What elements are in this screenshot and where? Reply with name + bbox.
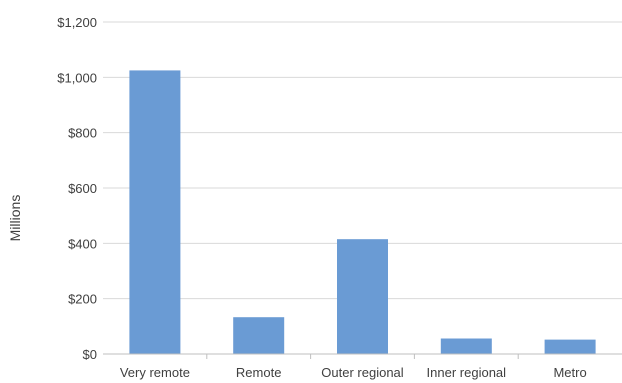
bar-metro [544, 339, 596, 354]
y-tick-label: $1,000 [57, 70, 97, 85]
y-tick-label: $800 [68, 126, 97, 141]
x-axis-ticks: Very remote Remote Outer regional Inner reg… [120, 365, 587, 380]
x-tick-label: Remote [236, 365, 282, 380]
bars [129, 70, 596, 355]
y-axis-ticks: $0 $200 $400 $600 $800 $1,000 $1,200 [57, 15, 97, 362]
bar-very-remote [129, 70, 181, 355]
y-tick-label: $200 [68, 292, 97, 307]
y-tick-label: $600 [68, 181, 97, 196]
x-tick-label: Inner regional [427, 365, 507, 380]
x-tick-label: Very remote [120, 365, 190, 380]
bar-inner-regional [440, 338, 492, 354]
bar-remote [233, 317, 285, 354]
x-axis [103, 353, 622, 359]
bar-outer-regional [337, 239, 388, 354]
x-tick-label: Outer regional [321, 365, 403, 380]
y-tick-label: $0 [83, 347, 97, 362]
x-tick-label: Metro [553, 365, 586, 380]
y-tick-label: $1,200 [57, 15, 97, 30]
gridlines [103, 21, 622, 300]
y-axis-label: Millions [7, 195, 23, 242]
y-tick-label: $400 [68, 236, 97, 251]
